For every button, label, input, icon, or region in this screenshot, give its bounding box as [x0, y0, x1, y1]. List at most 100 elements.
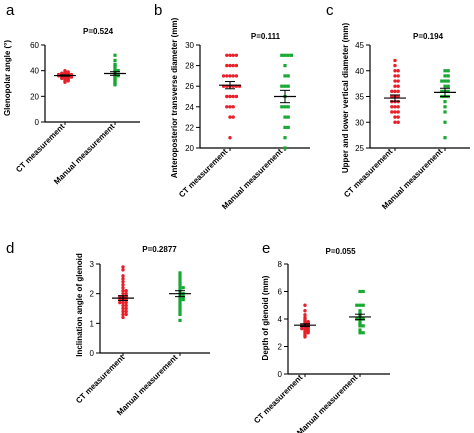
y-tick-label: 24: [185, 103, 194, 112]
data-point-manual: [446, 89, 450, 93]
y-axis-label: Glenopolar angle (°): [3, 40, 12, 116]
data-point-ct: [124, 303, 128, 308]
data-point-ct: [228, 94, 232, 99]
x-category-label: CT measurement: [252, 373, 304, 425]
y-axis-label: Inclination angle of glenoid: [75, 253, 84, 357]
data-point-manual: [283, 74, 287, 78]
data-point-manual: [283, 136, 287, 140]
data-point-manual: [443, 84, 447, 88]
data-point-manual: [283, 53, 287, 57]
y-axis-label: Anteroposterior transverse diameter (mm): [170, 17, 179, 178]
data-point-ct: [66, 70, 70, 74]
data-point-manual: [361, 317, 365, 321]
data-point-manual: [358, 289, 362, 294]
data-point-ct: [124, 312, 128, 317]
data-point-ct: [396, 94, 400, 99]
data-point-manual: [358, 331, 362, 335]
data-point-manual: [443, 74, 447, 78]
data-point-ct: [396, 110, 400, 114]
p-value-label: P=0.055: [325, 247, 356, 256]
panel-letter: c: [326, 2, 334, 19]
data-point-ct: [225, 94, 229, 99]
data-point-ct: [393, 69, 397, 73]
data-point-manual: [116, 74, 120, 78]
data-point-ct: [121, 315, 125, 320]
p-value-label: P=0.524: [83, 27, 114, 36]
data-point-ct: [121, 312, 125, 317]
data-point-ct: [121, 283, 125, 287]
data-point-manual: [178, 286, 182, 290]
data-point-ct: [118, 300, 122, 305]
data-point-manual: [358, 328, 362, 332]
data-point-manual: [283, 64, 287, 68]
data-point-manual: [446, 74, 450, 78]
y-tick-label: 0: [90, 349, 95, 358]
data-point-ct: [303, 309, 307, 313]
data-point-ct: [396, 120, 400, 124]
data-point-ct: [225, 74, 229, 78]
data-point-manual: [178, 277, 182, 281]
data-point-manual: [358, 303, 362, 307]
y-tick-label: 0: [278, 370, 283, 379]
data-point-manual: [446, 79, 450, 83]
data-point-ct: [121, 306, 125, 311]
data-point-ct: [124, 306, 128, 311]
data-point-ct: [303, 329, 307, 334]
x-category-label: CT measurement: [74, 353, 126, 405]
data-point-manual: [361, 289, 365, 294]
data-point-ct: [121, 265, 125, 269]
y-tick-label: 28: [185, 62, 194, 71]
data-point-ct: [396, 79, 400, 83]
data-point-manual: [113, 53, 117, 57]
data-point-ct: [121, 300, 125, 305]
data-point-ct: [231, 115, 235, 119]
panel-b: b P=0.111 20 22 24 26 28 30 CT measurementManual…: [154, 2, 310, 211]
data-point-manual: [443, 105, 447, 109]
y-tick-label: 6: [278, 288, 283, 297]
data-point-ct: [393, 84, 397, 88]
data-point-manual: [178, 271, 182, 275]
panel-letter: d: [6, 240, 14, 257]
data-point-manual: [283, 105, 287, 109]
data-point-manual: [443, 120, 447, 124]
data-point-ct: [393, 115, 397, 119]
data-point-ct: [306, 329, 310, 334]
y-tick-label: 60: [30, 41, 39, 50]
data-point-ct: [121, 286, 125, 290]
data-point-manual: [361, 324, 365, 328]
data-point-ct: [124, 291, 128, 296]
panel-letter: a: [6, 2, 15, 19]
data-point-manual: [178, 303, 182, 308]
data-point-ct: [231, 74, 235, 78]
data-point-manual: [355, 317, 359, 321]
data-point-ct: [225, 53, 229, 57]
data-point-manual: [178, 274, 182, 278]
panel-letter: b: [154, 2, 162, 19]
data-point-manual: [286, 53, 290, 57]
data-point-ct: [121, 309, 125, 314]
data-point-ct: [228, 53, 232, 57]
data-point-manual: [361, 331, 365, 335]
data-point-manual: [178, 280, 182, 284]
data-point-manual: [440, 79, 444, 83]
data-point-ct: [228, 74, 232, 78]
data-point-manual: [113, 62, 117, 66]
data-point-manual: [283, 84, 287, 88]
y-tick-label: 30: [185, 41, 194, 50]
data-point-ct: [393, 74, 397, 78]
data-point-manual: [178, 309, 182, 314]
y-tick-label: 26: [185, 82, 194, 91]
data-point-ct: [393, 110, 397, 114]
y-tick-label: 1: [90, 319, 95, 328]
data-point-ct: [396, 89, 400, 94]
data-point-ct: [303, 315, 307, 320]
data-point-manual: [178, 298, 182, 302]
data-point-ct: [60, 71, 64, 75]
data-point-ct: [221, 74, 226, 78]
data-point-ct: [121, 303, 125, 308]
y-tick-label: 35: [355, 93, 364, 102]
data-point-ct: [121, 291, 125, 296]
data-point-manual: [178, 306, 182, 311]
